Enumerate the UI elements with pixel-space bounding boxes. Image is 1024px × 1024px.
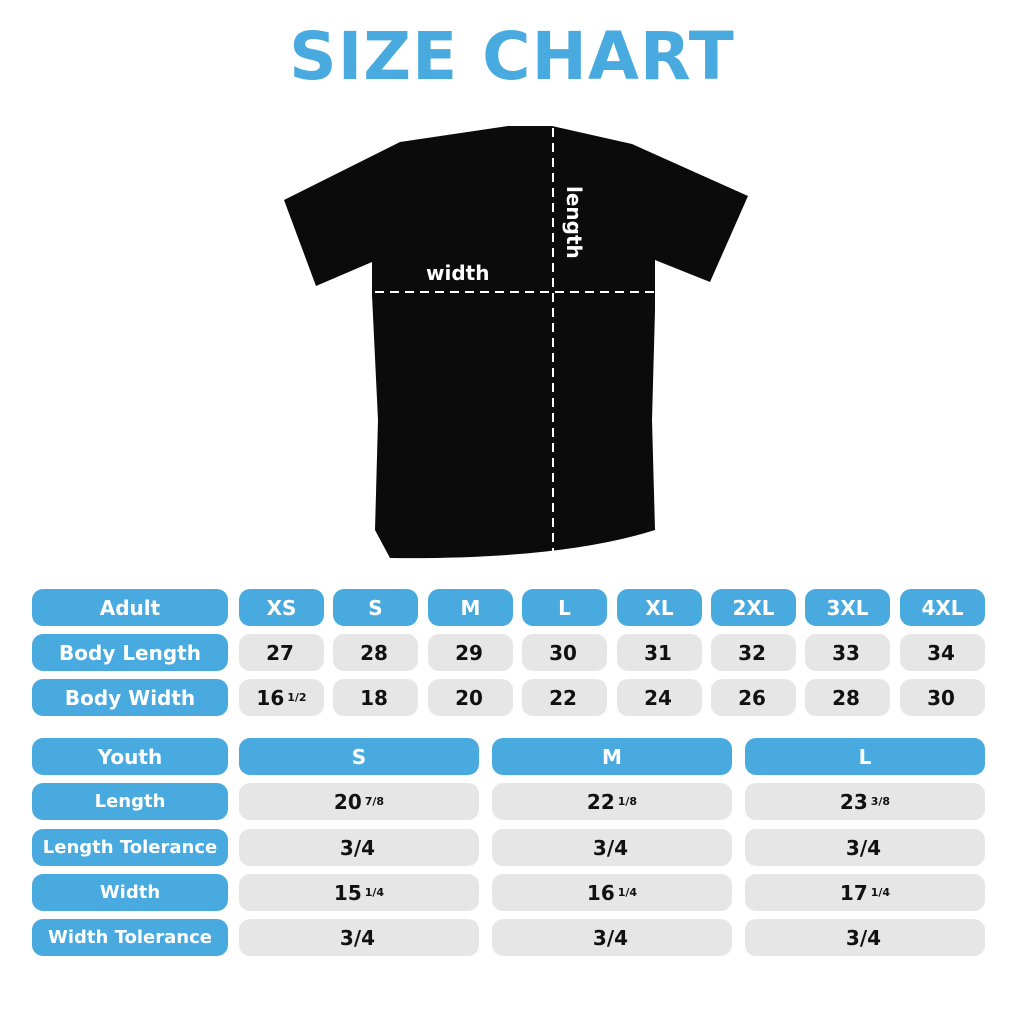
value-fraction: 1/4 <box>364 886 385 899</box>
value-whole: 28 <box>360 640 388 665</box>
value-whole: 30 <box>927 685 955 710</box>
size-header: M <box>428 589 513 626</box>
value-whole: 16 <box>586 880 615 905</box>
table-cell: 18 <box>333 679 418 716</box>
value-whole: 17 <box>839 880 868 905</box>
t-shirt-illustration: width length <box>284 126 748 559</box>
row-label: Length Tolerance <box>32 829 228 866</box>
size-header: 3XL <box>805 589 890 626</box>
value-whole: 22 <box>586 789 615 814</box>
table-cell: 3/4 <box>492 919 732 956</box>
value-whole: 22 <box>549 685 577 710</box>
size-header: 2XL <box>711 589 796 626</box>
value-whole: 33 <box>832 640 860 665</box>
table-cell: 22 <box>522 679 607 716</box>
value-whole: 16 <box>256 685 285 710</box>
value-whole: 30 <box>549 640 577 665</box>
value-whole: 18 <box>360 685 388 710</box>
table-cell: 22 1/8 <box>492 783 732 820</box>
value-whole: 28 <box>832 685 860 710</box>
value-fraction: 1/4 <box>617 886 638 899</box>
size-header: 4XL <box>900 589 985 626</box>
table-cell: 23 3/8 <box>745 783 985 820</box>
size-header: S <box>333 589 418 626</box>
value-whole: 34 <box>927 640 955 665</box>
size-header: L <box>522 589 607 626</box>
table-cell: 27 <box>239 634 324 671</box>
value-whole: 20 <box>455 685 483 710</box>
size-header: L <box>745 738 985 775</box>
size-header: S <box>239 738 479 775</box>
value-whole: 3/4 <box>845 925 882 950</box>
value-whole: 3/4 <box>592 925 629 950</box>
value-whole: 3/4 <box>339 925 376 950</box>
size-header: XL <box>617 589 702 626</box>
value-fraction: 1/4 <box>870 886 891 899</box>
value-whole: 3/4 <box>845 835 882 860</box>
table-cell: 20 <box>428 679 513 716</box>
value-whole: 15 <box>333 880 362 905</box>
table-cell: 20 7/8 <box>239 783 479 820</box>
value-fraction: 1/2 <box>287 691 307 704</box>
table-cell: 16 1/4 <box>492 874 732 911</box>
value-fraction: 1/8 <box>617 795 638 808</box>
table-cell: 17 1/4 <box>745 874 985 911</box>
row-label: Body Width <box>32 679 228 716</box>
width-label: width <box>426 261 489 285</box>
value-whole: 31 <box>644 640 672 665</box>
row-label: Width <box>32 874 228 911</box>
size-header: XS <box>239 589 324 626</box>
table-cell: 24 <box>617 679 702 716</box>
value-whole: 20 <box>333 789 362 814</box>
table-cell: 31 <box>617 634 702 671</box>
value-whole: 29 <box>455 640 483 665</box>
value-whole: 3/4 <box>339 835 376 860</box>
length-label: length <box>562 186 586 259</box>
row-label: Body Length <box>32 634 228 671</box>
table-cell: 29 <box>428 634 513 671</box>
table-cell: 3/4 <box>745 919 985 956</box>
table-cell: 34 <box>900 634 985 671</box>
value-whole: 24 <box>644 685 672 710</box>
table-cell: 16 1/2 <box>239 679 324 716</box>
table-cell: 26 <box>711 679 796 716</box>
table-cell: 28 <box>805 679 890 716</box>
table-cell: 33 <box>805 634 890 671</box>
youth-header: Youth <box>32 738 228 775</box>
row-label: Length <box>32 783 228 820</box>
table-cell: 3/4 <box>492 829 732 866</box>
row-label: Width Tolerance <box>32 919 228 956</box>
page-title: SIZE CHART <box>289 18 735 95</box>
value-fraction: 3/8 <box>870 795 891 808</box>
value-whole: 26 <box>738 685 766 710</box>
table-cell: 30 <box>522 634 607 671</box>
table-cell: 3/4 <box>745 829 985 866</box>
table-cell: 3/4 <box>239 829 479 866</box>
value-whole: 32 <box>738 640 766 665</box>
table-cell: 32 <box>711 634 796 671</box>
size-header: M <box>492 738 732 775</box>
table-cell: 15 1/4 <box>239 874 479 911</box>
value-fraction: 7/8 <box>364 795 385 808</box>
table-cell: 3/4 <box>239 919 479 956</box>
adult-header: Adult <box>32 589 228 626</box>
value-whole: 3/4 <box>592 835 629 860</box>
value-whole: 27 <box>266 640 294 665</box>
value-whole: 23 <box>839 789 868 814</box>
table-cell: 30 <box>900 679 985 716</box>
table-cell: 28 <box>333 634 418 671</box>
